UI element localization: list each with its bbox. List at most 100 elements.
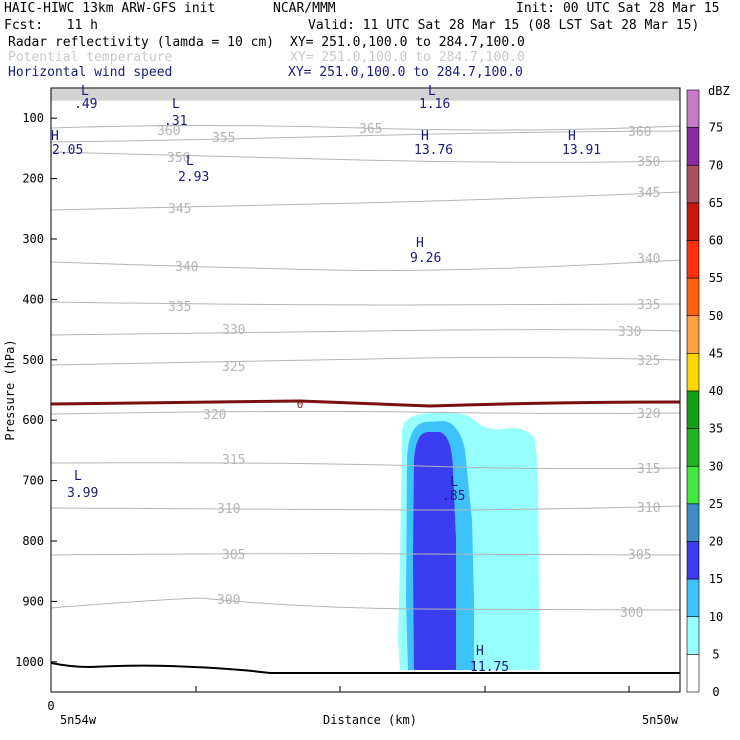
y-tick-label: 1000 (15, 655, 44, 669)
field-theta-label: Potential temperature (8, 50, 173, 65)
theta-label: 360 (157, 124, 180, 139)
theta-label: 345 (637, 186, 660, 201)
y-tick-label: 400 (22, 292, 44, 306)
y-tick-label: 700 (22, 474, 44, 488)
x-end-label: 5n50w (642, 713, 679, 727)
y-axis-title: Pressure (hPa) (3, 339, 17, 440)
field-reflectivity-xy: XY= 251.0,100.0 to 284.7,100.0 (290, 35, 525, 50)
colorbar-swatch (686, 164, 700, 204)
theta-label: 325 (637, 354, 660, 369)
x-tick-label: 0 (47, 699, 54, 713)
colorbar-level-label: 70 (709, 158, 723, 172)
colorbar-level-label: 15 (709, 572, 723, 586)
theta-label: 365 (359, 122, 382, 137)
freezing-level-label: 0 (297, 398, 304, 411)
theta-label: 340 (175, 260, 198, 275)
model-label: HAIC-HIWC 13km ARW-GFS init (4, 1, 216, 16)
x-axis-title: Distance (km) (323, 713, 417, 727)
theta-label: 360 (628, 125, 651, 140)
theta-label: 320 (637, 407, 660, 422)
colorbar-level-label: 30 (709, 459, 723, 473)
wind-extremum-value: 13.91 (562, 143, 601, 158)
theta-label: 350 (637, 155, 660, 170)
theta-label: 345 (168, 202, 191, 217)
theta-label: 310 (217, 502, 240, 517)
theta-label: 320 (203, 408, 226, 423)
org-label: NCAR/MMM (273, 1, 336, 16)
y-axis: 100 200 300 400 500 600 700 800 900 1000 (15, 111, 57, 669)
theta-contours (51, 125, 680, 611)
theta-label: 315 (637, 462, 660, 477)
colorbar-level-label: 0 (712, 685, 719, 699)
theta-label: 330 (222, 323, 245, 338)
theta-label: 325 (222, 360, 245, 375)
colorbar-level-label: 35 (709, 422, 723, 436)
field-theta-xy: XY= 251.0,100.0 to 284.7,100.0 (290, 50, 525, 65)
wind-extremum-kind: L (81, 84, 89, 99)
wind-extremum-value: .31 (164, 114, 187, 129)
theta-label: 300 (620, 606, 643, 621)
theta-label: 340 (637, 252, 660, 267)
colorbar-swatch (686, 89, 700, 128)
wind-extremum-value: 11.75 (470, 660, 509, 675)
colorbar-level-label: 50 (709, 309, 723, 323)
theta-label: 335 (637, 298, 660, 313)
colorbar-swatch (686, 277, 700, 317)
field-wind-xy: XY= 251.0,100.0 to 284.7,100.0 (288, 65, 523, 80)
valid-time-label: Valid: 11 UTC Sat 28 Mar 15 (08 LST Sat … (308, 18, 700, 33)
colorbar-level-label: 75 (709, 121, 723, 135)
theta-label: 315 (222, 453, 245, 468)
colorbar-swatch (686, 578, 700, 618)
colorbar-swatch (686, 315, 700, 354)
y-tick-label: 800 (22, 534, 44, 548)
colorbar-level-label: 25 (709, 497, 723, 511)
colorbar-level-label: 5 (712, 647, 719, 661)
init-label: Init: 00 UTC Sat 28 Mar 15 (516, 1, 720, 16)
colorbar-swatch (686, 503, 700, 542)
y-tick-label: 600 (22, 413, 44, 427)
colorbar-swatch (686, 240, 700, 279)
theta-label: 305 (222, 548, 245, 563)
colorbar-level-label: 65 (709, 196, 723, 210)
theta-contour-labels: 300 300 305 305 310 310 315 315 320 320 … (157, 122, 660, 621)
y-tick-label: 200 (22, 172, 44, 186)
y-tick-label: 100 (22, 111, 44, 125)
wind-extremum-kind: H (476, 644, 484, 659)
theta-label: 310 (637, 501, 660, 516)
colorbar-level-label: 45 (709, 346, 723, 360)
wind-extremum-kind: H (51, 129, 59, 144)
field-reflectivity-label: Radar reflectivity (lamda = 10 cm) (8, 35, 275, 50)
reflectivity-cell (398, 413, 540, 670)
colorbar-level-label: 20 (709, 535, 723, 549)
wind-extremum-value: 13.76 (414, 143, 453, 158)
theta-label: 300 (217, 593, 240, 608)
top-contour-band (51, 88, 680, 101)
plot-frame (50, 87, 681, 693)
forecast-hour-label: Fcst: 11 h (4, 18, 98, 33)
theta-label: 305 (628, 548, 651, 563)
wind-extremum-value: 9.26 (410, 251, 441, 266)
colorbar-level-label: 40 (709, 384, 723, 398)
colorbar-swatch (686, 541, 700, 580)
colorbar-swatch (686, 465, 700, 505)
wind-extremum-kind: L (172, 97, 180, 112)
colorbar-swatch (686, 202, 700, 241)
wind-extremum-kind: H (421, 129, 429, 144)
y-tick-label: 500 (22, 353, 44, 367)
wind-extremum-value: .85 (442, 489, 465, 504)
colorbar-swatch (686, 616, 700, 655)
colorbar-swatch (686, 390, 700, 429)
y-tick-label: 300 (22, 232, 44, 246)
theta-label: 355 (212, 131, 235, 146)
field-wind-label: Horizontal wind speed (8, 65, 173, 80)
wind-extremum-value: 3.99 (67, 486, 98, 501)
x-axis (50, 686, 630, 692)
wind-extremum-kind: L (450, 475, 458, 490)
colorbar-swatch (686, 654, 700, 693)
wind-extremum-value: 1.16 (419, 97, 450, 112)
wind-extremum-value: 2.05 (52, 143, 83, 158)
theta-label: 335 (168, 300, 191, 315)
colorbar-level-label: 55 (709, 271, 723, 285)
